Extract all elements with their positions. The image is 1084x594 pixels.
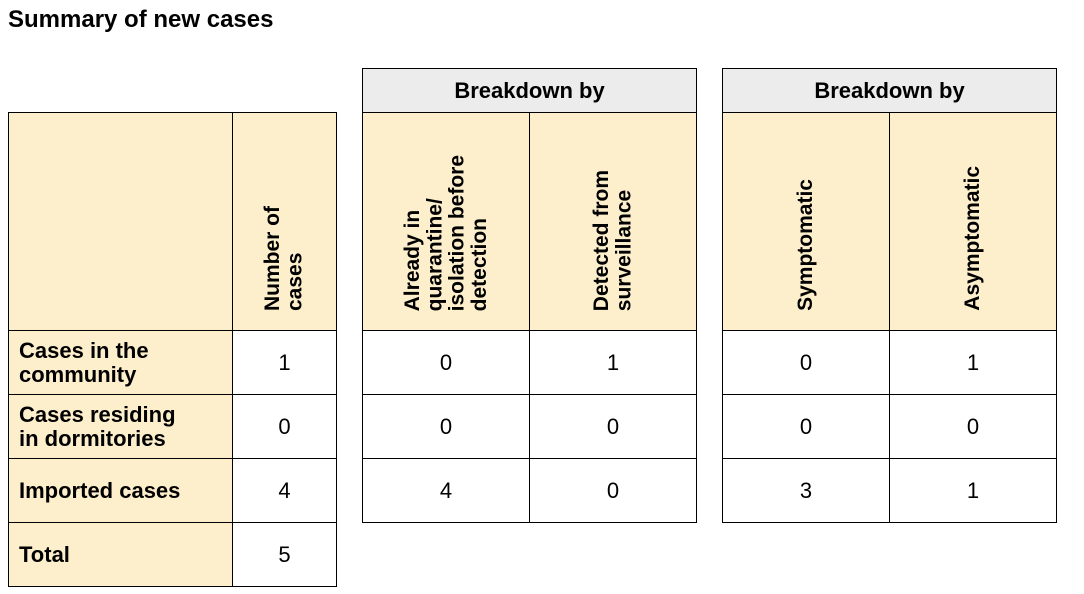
table-cell: 0 <box>722 330 890 395</box>
breakdown-header: Breakdown by <box>722 68 1057 113</box>
table-cell: 0 <box>362 394 530 459</box>
row-label-community: Cases in the community <box>8 330 233 395</box>
row-label-imported: Imported cases <box>8 458 233 523</box>
table-cell: 3 <box>722 458 890 523</box>
table-cell: 0 <box>362 330 530 395</box>
number-of-cases-header: Number of cases <box>232 112 337 331</box>
breakdown-detection-table: Breakdown by Already in quarantine/ isol… <box>362 68 697 523</box>
table-cell: 1 <box>889 330 1057 395</box>
table-cell: 1 <box>889 458 1057 523</box>
symptomatic-label: Symptomatic <box>793 179 817 311</box>
surveillance-header: Detected from surveillance <box>529 112 697 331</box>
asymptomatic-header: Asymptomatic <box>889 112 1057 331</box>
table-cell: 0 <box>529 394 697 459</box>
summary-table: Number of cases Cases in the community 1… <box>8 112 337 587</box>
surveillance-label: Detected from surveillance <box>589 169 635 311</box>
number-of-cases-label: Number of cases <box>261 206 307 311</box>
table-cell: 1 <box>529 330 697 395</box>
corner-cell <box>8 112 233 331</box>
quarantine-label: Already in quarantine/ isolation before … <box>400 154 491 311</box>
row-label-dormitories: Cases residing in dormitories <box>8 394 233 459</box>
table-cell: 0 <box>722 394 890 459</box>
page-title: Summary of new cases <box>8 6 274 33</box>
table-cell: 0 <box>529 458 697 523</box>
breakdown-symptoms-table: Breakdown by Symptomatic Asymptomatic 0 … <box>722 68 1057 523</box>
symptomatic-header: Symptomatic <box>722 112 890 331</box>
dormitories-count: 0 <box>232 394 337 459</box>
imported-count: 4 <box>232 458 337 523</box>
quarantine-header: Already in quarantine/ isolation before … <box>362 112 530 331</box>
table-cell: 4 <box>362 458 530 523</box>
row-label-total: Total <box>8 522 233 587</box>
community-count: 1 <box>232 330 337 395</box>
asymptomatic-label: Asymptomatic <box>960 166 984 311</box>
breakdown-header: Breakdown by <box>362 68 697 113</box>
total-count: 5 <box>232 522 337 587</box>
table-cell: 0 <box>889 394 1057 459</box>
